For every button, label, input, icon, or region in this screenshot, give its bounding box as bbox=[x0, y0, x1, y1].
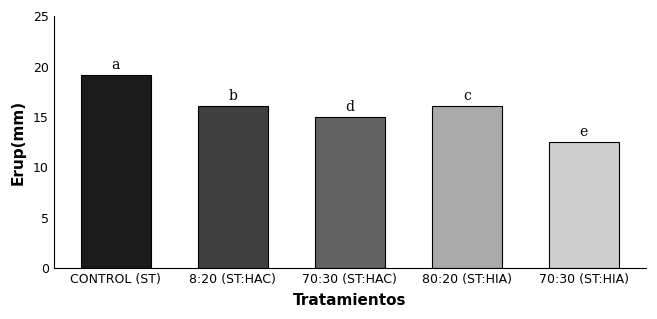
Text: b: b bbox=[229, 89, 237, 103]
Text: e: e bbox=[579, 125, 588, 139]
Bar bbox=[81, 75, 151, 268]
Bar bbox=[432, 106, 502, 268]
Y-axis label: Erup(mm): Erup(mm) bbox=[11, 100, 26, 185]
Bar bbox=[315, 117, 385, 268]
Bar bbox=[549, 142, 619, 268]
Bar bbox=[198, 106, 268, 268]
Text: d: d bbox=[346, 100, 354, 114]
Text: c: c bbox=[463, 89, 471, 103]
X-axis label: Tratamientos: Tratamientos bbox=[293, 293, 407, 308]
Text: a: a bbox=[112, 57, 120, 71]
